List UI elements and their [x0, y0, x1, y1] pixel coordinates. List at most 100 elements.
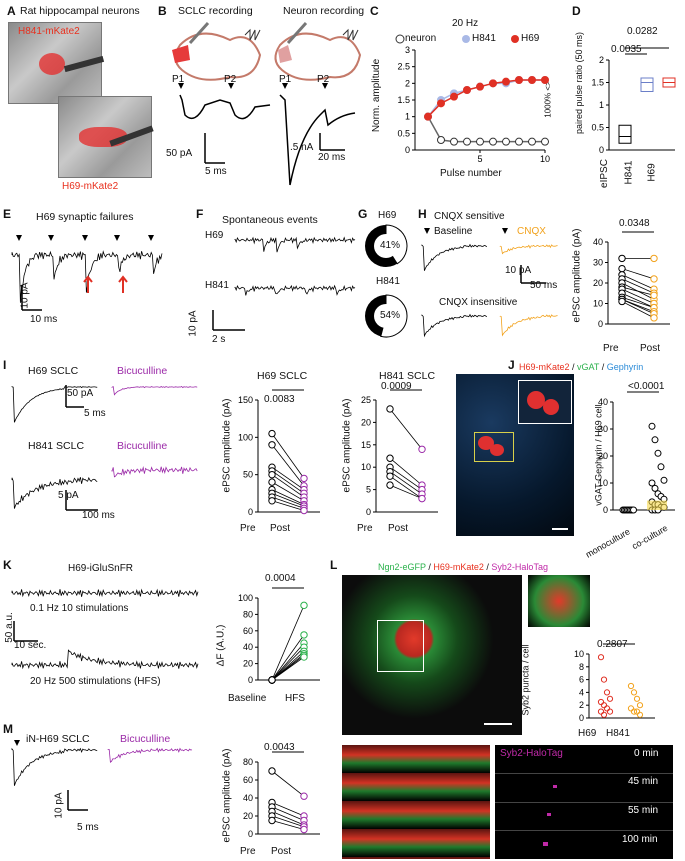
d-tick-label: 2 [599, 55, 604, 65]
h-sens: CNQX sensitive [434, 211, 505, 222]
k-pval: 0.0004 [265, 573, 296, 584]
chart-d: 0 0.5 1 1.5 2 [591, 47, 676, 155]
l-h841-point [633, 695, 641, 702]
e-stim-marker [82, 235, 88, 241]
c-xtick-label: 10 [540, 154, 550, 164]
chartM-tick-label: 80 [243, 757, 253, 767]
chartK-tick-label: 80 [243, 609, 253, 619]
c-point-H69 [476, 82, 484, 91]
b-scale1-y: 50 pA [166, 148, 193, 159]
e-stim-marker [48, 235, 54, 241]
c-point-H69 [541, 76, 549, 84]
c-xlabel: Pulse number [440, 168, 502, 179]
chartI1-pair-line [271, 500, 305, 511]
h-scale-y: 10 pA [505, 265, 532, 276]
chartM-post-point [300, 825, 308, 834]
chartH-pair-line [621, 301, 655, 319]
chartK-tick-label: 60 [243, 626, 253, 636]
chartI1-pair-line [271, 474, 305, 498]
b-p1-b: P1 [279, 74, 292, 85]
l-tick-label: 10 [574, 649, 584, 659]
e-trace [11, 235, 163, 311]
l-tick-label: 4 [579, 687, 584, 697]
c-point-neuron [450, 137, 458, 146]
chartI2-pre-point [386, 405, 394, 413]
i-title2: H841 SCLC [379, 370, 436, 382]
chart-i1: 0 50 100 150 [238, 389, 320, 517]
panel-letter-k: K [3, 558, 12, 572]
micrograph-h69 [58, 96, 154, 178]
chartH-pair-line [621, 278, 655, 294]
chartI1-pair-line [271, 470, 305, 494]
c-point-H69 [528, 76, 536, 84]
j-xtick-co: co-culture [630, 522, 670, 552]
chartI2-pre-point [386, 481, 394, 489]
chartH-tick-label: 30 [593, 258, 603, 268]
c-point-H69 [463, 86, 471, 94]
chartI1-pair-line [271, 492, 305, 507]
chartI1-pair-line [271, 496, 305, 509]
g-row1: H69 [378, 210, 397, 221]
m-ylabel: ePSC amplitude (pA) [221, 748, 233, 843]
k-trace-low [11, 588, 199, 598]
chartI2-pre-point [386, 472, 394, 480]
k-traces [11, 588, 199, 670]
d-tick-label: 1.5 [591, 78, 604, 88]
h-insens-cnqx-trace [499, 314, 558, 337]
c-point-H69 [424, 112, 432, 121]
l-time-55: 55 min [628, 805, 659, 816]
l-t3: Syb2-HaloTag [491, 562, 548, 572]
chartI1-pre-point [268, 497, 276, 505]
h-xtick-pre: Pre [603, 343, 619, 354]
chart-l: 0 2 4 6 8 10 [574, 643, 655, 723]
d-xtick-eipsc: eIPSC [598, 159, 610, 188]
chartI1-pair-line [271, 433, 305, 479]
k-xtick-hfs: HFS [285, 693, 305, 704]
j-xtick-mono: monoculture [583, 526, 632, 560]
c-tick-label: 3 [405, 45, 410, 55]
f-scale-y: 10 pA [187, 310, 199, 337]
panel-letter-l: L [330, 558, 338, 572]
j-co-point [660, 476, 668, 484]
c-line-neuron [427, 116, 545, 143]
c-point-H69 [450, 92, 458, 101]
panel-letter-d: D [572, 4, 581, 18]
j-tick-label: 0 [603, 505, 608, 515]
panel-letter-g: G [358, 207, 368, 221]
e-stim-marker [16, 235, 22, 241]
j-tick-label: 10 [598, 478, 608, 488]
panel-letter-j: J [508, 358, 515, 372]
chartI2-tick-label: 15 [361, 440, 371, 450]
chartH-tick-label: 40 [593, 237, 603, 247]
chartH-tick-label: 0 [598, 319, 603, 329]
h-pval: 0.0348 [619, 218, 650, 229]
chartI1-pre-point [268, 470, 276, 479]
d-xtick-h69: H69 [646, 163, 658, 182]
k-title: H69-iGluSnFR [68, 563, 134, 574]
chartM-tick-label: 60 [243, 775, 253, 785]
d-box-H841 [640, 77, 654, 92]
h-xtick-post: Post [640, 343, 661, 354]
chartM-pair-line [271, 802, 305, 817]
m-title: iN-H69 SCLC [26, 733, 90, 745]
f-row1: H69 [205, 230, 224, 241]
i-p1: 0.0083 [264, 394, 295, 405]
chartH-pre-point [618, 297, 626, 306]
m-bic: Bicuculline [120, 733, 171, 745]
l-tick-label: 6 [579, 675, 584, 685]
i-ylabel2: ePSC amplitude (pA) [341, 398, 353, 493]
f-title: Spontaneous events [222, 214, 318, 226]
panel-b-title-sclc: SCLC recording [178, 5, 253, 17]
m-xtick-pre: Pre [240, 846, 256, 857]
c-line-H69 [427, 79, 545, 118]
e-scale-x: 10 ms [30, 314, 58, 325]
b-p2-b: P2 [317, 74, 330, 85]
chartM-tick-label: 20 [243, 811, 253, 821]
l-h69-point [597, 698, 605, 706]
l-timelapse-halo [495, 745, 673, 859]
e-stim-marker [148, 235, 154, 241]
k-trace1: 0.1 Hz 10 stimulations [30, 603, 129, 614]
l-t1: Ngn2-eGFP [378, 562, 426, 572]
chartM-pre-point [268, 816, 276, 825]
c-legend-h841: H841 [472, 33, 496, 44]
